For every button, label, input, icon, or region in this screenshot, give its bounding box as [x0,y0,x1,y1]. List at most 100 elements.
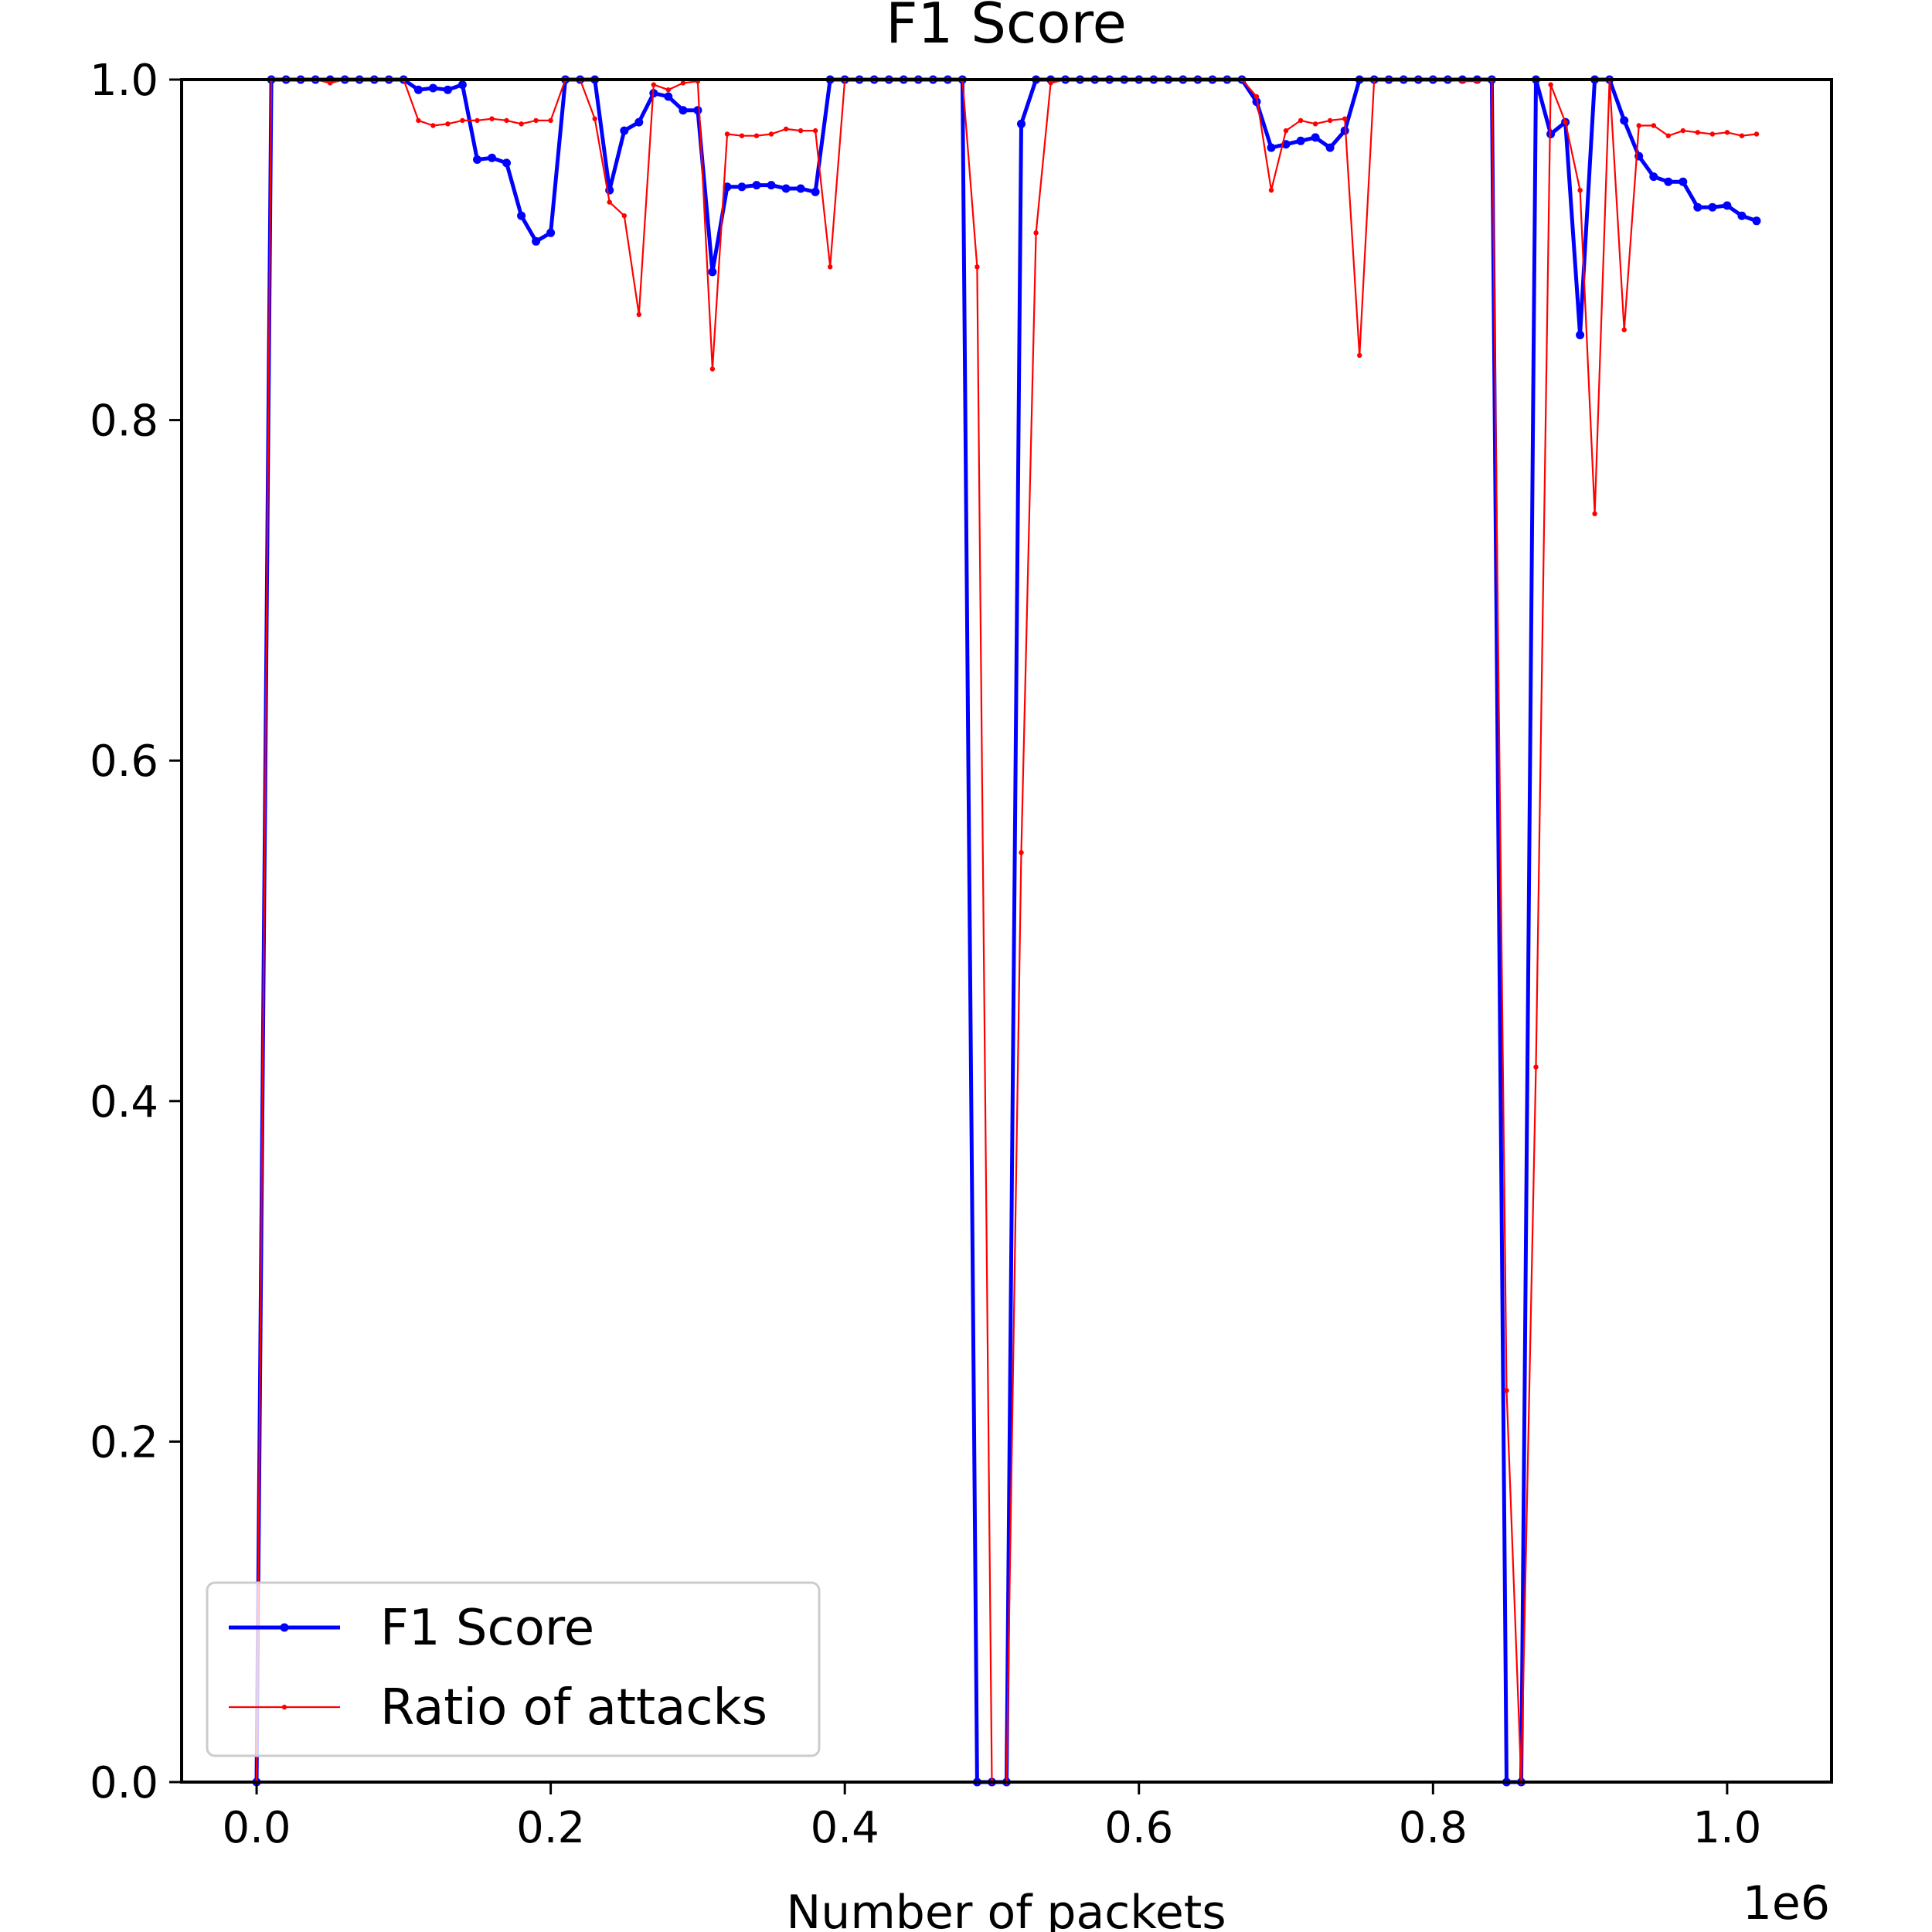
data-point-ratio-of-attacks [1033,230,1039,236]
legend-marker-ratio-of-attacks [281,1704,287,1710]
data-point-ratio-of-attacks [753,133,760,138]
data-point-ratio-of-attacks [1504,1388,1509,1393]
data-point-f1-score [767,181,776,190]
data-point-f1-score [737,182,747,192]
data-point-ratio-of-attacks [1357,352,1362,359]
x-tick-label: 1.0 [1692,1803,1761,1853]
data-point-f1-score [781,184,791,193]
x-tick-label: 0.8 [1399,1803,1468,1853]
data-point-ratio-of-attacks [812,128,818,134]
data-point-ratio-of-attacks [533,117,539,124]
data-point-ratio-of-attacks [489,116,495,121]
data-point-ratio-of-attacks [1680,128,1685,134]
y-tick-label: 0.6 [90,736,158,787]
data-point-f1-score [1267,143,1276,152]
data-point-f1-score [1664,177,1673,186]
data-point-ratio-of-attacks [798,128,804,134]
data-point-f1-score [752,181,761,190]
data-point-ratio-of-attacks [445,121,451,127]
data-point-f1-score [708,267,717,277]
data-point-f1-score [413,85,423,94]
data-point-ratio-of-attacks [1621,327,1627,332]
data-point-f1-score [1737,211,1747,220]
data-point-ratio-of-attacks [504,117,509,124]
data-point-f1-score [1649,172,1658,182]
data-point-ratio-of-attacks [1283,128,1289,134]
data-point-ratio-of-attacks [651,82,656,87]
data-point-ratio-of-attacks [724,131,730,137]
data-point-f1-score [796,184,805,193]
data-point-f1-score [1620,116,1629,125]
data-point-ratio-of-attacks [709,366,716,372]
legend-label-ratio-of-attacks: Ratio of attacks [380,1679,767,1736]
data-point-f1-score [1576,331,1585,339]
y-tick-label: 0.0 [90,1758,158,1808]
data-point-f1-score [679,106,688,115]
data-point-ratio-of-attacks [1048,80,1053,86]
data-point-ratio-of-attacks [548,117,553,124]
data-point-ratio-of-attacks [783,126,789,132]
data-point-f1-score [620,126,629,135]
legend-frame [206,1581,821,1757]
data-point-f1-score [723,182,732,192]
data-point-f1-score [1679,177,1688,186]
x-tick-label: 0.2 [516,1803,585,1853]
data-point-ratio-of-attacks [1548,82,1553,87]
data-point-f1-score [1752,216,1761,226]
data-point-f1-score [457,80,467,90]
data-point-f1-score [1311,133,1320,142]
data-point-f1-score [532,236,541,246]
data-point-ratio-of-attacks [1636,123,1641,128]
y-tick-label: 0.4 [90,1077,158,1128]
data-point-ratio-of-attacks [1268,188,1274,193]
data-point-ratio-of-attacks [1592,511,1597,516]
y-tick-label: 1.0 [90,56,158,106]
data-point-ratio-of-attacks [328,80,333,86]
data-point-f1-score [634,117,644,127]
data-point-ratio-of-attacks [1651,123,1656,128]
data-point-ratio-of-attacks [636,311,641,318]
data-point-ratio-of-attacks [474,117,480,124]
x-axis-label: Number of packets [786,1886,1226,1932]
data-point-ratio-of-attacks [1533,1064,1539,1070]
data-point-f1-score [811,187,820,196]
data-point-ratio-of-attacks [592,116,597,121]
data-point-ratio-of-attacks [1577,188,1583,193]
data-point-ratio-of-attacks [1753,131,1760,137]
legend-marker-f1-score [280,1623,289,1632]
data-point-ratio-of-attacks [665,87,671,93]
data-point-f1-score [546,228,556,237]
x-tick-label: 0.0 [223,1803,291,1853]
data-point-ratio-of-attacks [1709,131,1716,137]
data-point-ratio-of-attacks [1342,116,1348,121]
legend-label-f1-score: F1 Score [380,1600,594,1657]
data-point-ratio-of-attacks [621,213,627,219]
chart-title: F1 Score [886,0,1127,56]
data-point-f1-score [517,211,526,220]
data-point-ratio-of-attacks [1253,94,1260,100]
data-point-f1-score [473,155,481,164]
data-point-f1-score [693,106,702,115]
data-point-f1-score [1325,143,1335,152]
data-point-f1-score [443,85,452,94]
data-point-f1-score [664,92,673,101]
data-point-ratio-of-attacks [1312,121,1318,127]
legend: F1 Score Ratio of attacks [206,1581,821,1757]
data-point-ratio-of-attacks [416,117,421,124]
data-point-f1-score [1017,119,1026,128]
data-point-ratio-of-attacks [1298,117,1304,124]
y-tick-label: 0.8 [90,396,158,447]
data-point-f1-score [428,83,437,93]
data-point-ratio-of-attacks [1724,130,1730,135]
data-point-f1-score [1693,202,1702,212]
data-point-f1-score [1296,136,1305,145]
data-point-ratio-of-attacks [739,133,745,138]
x-axis-ticks: 0.0 0.2 0.4 0.6 0.8 1.0 [223,1782,1761,1853]
data-point-f1-score [502,158,511,168]
data-point-ratio-of-attacks [1665,133,1671,138]
data-point-ratio-of-attacks [519,121,524,127]
data-point-ratio-of-attacks [607,199,612,205]
data-point-ratio-of-attacks [680,80,686,86]
data-point-f1-score [1723,201,1732,210]
